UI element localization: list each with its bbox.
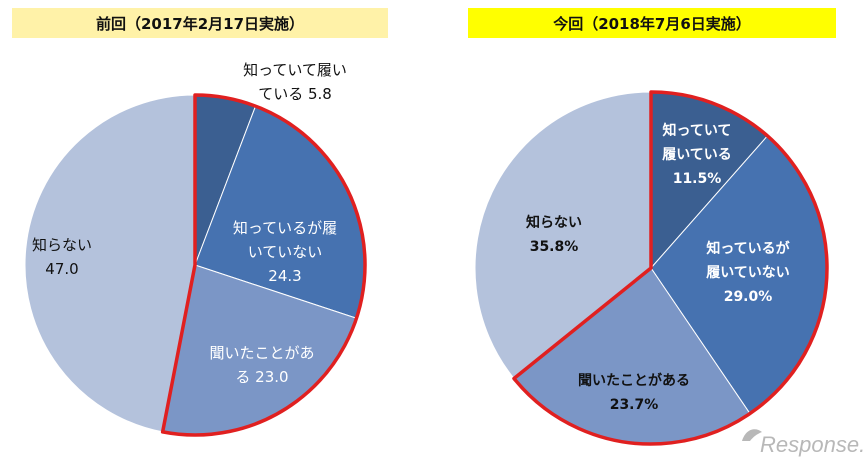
pie-slice-unknown: [24, 94, 196, 433]
data-label-known-not-wearing: 知っているが履いていない 24.3: [233, 219, 337, 285]
data-label-line: 47.0: [45, 260, 78, 278]
data-label-unknown: 知らない 35.8%: [526, 214, 582, 255]
data-label-line: 履いている: [662, 146, 732, 163]
data-label-wearing: 知っていて履いている 5.8: [243, 61, 347, 103]
data-label-line: 35.8%: [530, 239, 579, 255]
data-label-line: 29.0%: [724, 289, 773, 305]
data-label-known-not-wearing: 知っているが履いていない 29.0%: [706, 240, 790, 305]
chart-title-current: 今回（2018年7月6日実施）: [468, 8, 836, 38]
data-label-unknown: 知らない 47.0: [32, 236, 92, 278]
data-label-line: ている 5.8: [258, 85, 332, 103]
data-label-line: 知っているが: [706, 240, 790, 257]
data-label-line: 知っていて: [663, 122, 732, 139]
data-label-line: 11.5%: [673, 171, 722, 187]
data-label-line: 23.7%: [610, 397, 659, 413]
pie-chart-current: 知っていて履いている 11.5% 知っているが履いていない 29.0% 聞いたことがある…: [474, 90, 829, 446]
highlight-outline: [160, 93, 367, 437]
data-label-line: 24.3: [268, 267, 301, 285]
data-label-heard-of: 聞いたことがある 23.7%: [578, 372, 690, 413]
data-label-line: 知っているが履: [233, 219, 337, 237]
highlight-outline: [512, 90, 829, 446]
data-label-line: いていない: [248, 243, 323, 261]
data-label-line: 知っていて履い: [243, 61, 347, 79]
data-label-line: 履いていない: [706, 264, 790, 281]
pie-slice-unknown: [474, 91, 652, 380]
data-label-line: 知らない: [32, 236, 92, 254]
watermark-text: Response.: [760, 432, 865, 457]
data-label-line: 聞いたことがあ: [209, 344, 314, 362]
data-label-line: る 23.0: [235, 368, 288, 386]
chart-title-previous: 前回（2017年2月17日実施）: [12, 8, 388, 38]
data-label-line: 聞いたことがある: [578, 372, 690, 389]
data-label-heard-of: 聞いたことがある 23.0: [209, 344, 314, 386]
pie-chart-previous: 知っていて履いている 5.8 知っているが履いていない 24.3 聞いたことがある 2…: [24, 61, 367, 437]
data-label-wearing: 知っていて履いている 11.5%: [662, 122, 732, 187]
data-label-line: 知らない: [526, 214, 582, 231]
response-logo: Response.: [742, 429, 865, 457]
